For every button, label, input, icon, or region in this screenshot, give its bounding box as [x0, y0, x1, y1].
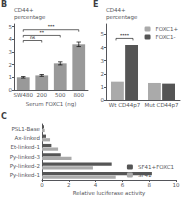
svg-text:3: 3: [9, 49, 13, 55]
svg-text:ns: ns: [30, 35, 36, 40]
svg-text:4: 4: [101, 45, 105, 51]
svg-text:SF41: SF41: [138, 172, 152, 178]
svg-text:800: 800: [74, 92, 85, 98]
svg-text:Ax-linked: Ax-linked: [15, 135, 40, 141]
svg-text:Relative luciferase activity: Relative luciferase activity: [73, 190, 146, 197]
svg-text:4: 4: [9, 36, 13, 42]
svg-text:200: 200: [37, 92, 48, 98]
svg-text:6: 6: [121, 182, 125, 188]
svg-text:5: 5: [9, 24, 13, 30]
svg-text:10: 10: [173, 182, 180, 188]
svg-text:PSL1-Base: PSL1-Base: [11, 126, 40, 132]
svg-text:FOXC1-: FOXC1-: [156, 34, 176, 40]
svg-text:percentage: percentage: [106, 14, 138, 21]
svg-text:0: 0: [40, 182, 44, 188]
svg-text:C: C: [1, 112, 7, 121]
svg-text:E: E: [93, 0, 98, 9]
svg-text:percentage: percentage: [14, 14, 46, 21]
svg-text:Py-linked-3: Py-linked-3: [10, 154, 41, 161]
svg-text:B: B: [1, 0, 7, 9]
svg-text:500: 500: [55, 92, 66, 98]
svg-text:FOXC1+: FOXC1+: [156, 26, 179, 32]
svg-text:SF41+FOXC1: SF41+FOXC1: [138, 164, 174, 170]
svg-text:0: 0: [101, 97, 105, 103]
svg-text:SW480: SW480: [14, 92, 34, 98]
svg-text:****: ****: [120, 33, 130, 38]
svg-text:Et-linked-1: Et-linked-1: [10, 144, 40, 150]
svg-text:3: 3: [101, 58, 105, 64]
svg-text:1: 1: [101, 84, 105, 90]
svg-text:2: 2: [67, 182, 71, 188]
svg-text:1: 1: [9, 74, 13, 80]
svg-text:Wt CD44p7: Wt CD44p7: [109, 102, 141, 109]
svg-text:2: 2: [9, 62, 13, 68]
svg-text:**: **: [40, 30, 45, 35]
svg-text:2: 2: [101, 71, 105, 77]
svg-text:CD44+: CD44+: [14, 7, 34, 13]
svg-text:8: 8: [147, 182, 151, 188]
svg-text:4: 4: [94, 182, 98, 188]
svg-text:0: 0: [9, 87, 13, 93]
svg-text:***: ***: [48, 24, 56, 29]
svg-text:CD44+: CD44+: [106, 7, 126, 13]
svg-text:Py-linked-1: Py-linked-1: [10, 172, 40, 179]
svg-text:Py-linked-2: Py-linked-2: [10, 163, 40, 170]
svg-text:5: 5: [101, 31, 105, 37]
svg-text:Serum FOXC1 (ng): Serum FOXC1 (ng): [26, 101, 77, 108]
svg-text:Mut CD44p7: Mut CD44p7: [144, 102, 179, 109]
